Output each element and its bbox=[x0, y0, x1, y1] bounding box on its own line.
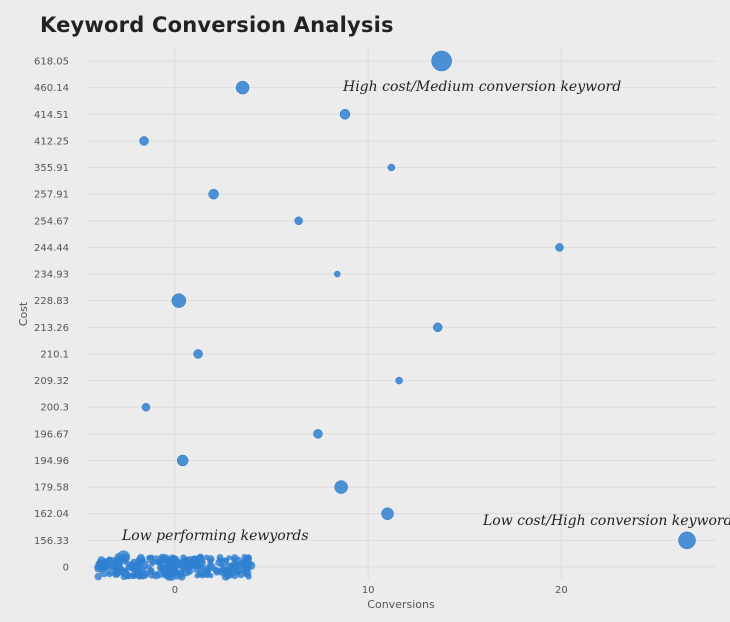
cluster-point bbox=[212, 566, 220, 574]
data-point bbox=[678, 531, 696, 550]
chart-title: Keyword Conversion Analysis bbox=[40, 13, 394, 37]
cluster-point bbox=[194, 573, 200, 579]
data-point bbox=[171, 293, 187, 308]
y-tick-label: 618.05 bbox=[34, 57, 69, 68]
data-point bbox=[235, 80, 250, 95]
y-tick-label: 355.91 bbox=[34, 163, 69, 174]
cluster-point bbox=[226, 555, 232, 561]
cluster-point bbox=[94, 572, 102, 581]
y-tick-labels: 0 156.33 162.04 179.58 194.96 196.67 200.3 209.… bbox=[34, 57, 69, 574]
data-point bbox=[141, 402, 151, 412]
cluster-point bbox=[164, 571, 173, 580]
cluster-point bbox=[243, 565, 251, 573]
cluster-point bbox=[114, 556, 123, 565]
data-point bbox=[395, 376, 403, 385]
data-point bbox=[208, 188, 219, 200]
x-tick-labels: 0 10 20 bbox=[172, 585, 568, 596]
annotation-label: Low cost/High conversion keyword bbox=[482, 513, 730, 529]
y-tick-label: 210.1 bbox=[40, 349, 69, 360]
x-tick-label: 20 bbox=[555, 585, 568, 596]
x-tick-label: 10 bbox=[362, 585, 375, 596]
y-tick-label: 194.96 bbox=[34, 456, 69, 467]
y-tick-label: 460.14 bbox=[34, 83, 69, 94]
cluster-point bbox=[206, 555, 215, 564]
x-tick-label: 0 bbox=[172, 585, 178, 596]
annotations: High cost/Medium conversion keyword Low c… bbox=[121, 79, 730, 544]
y-tick-label: 234.93 bbox=[34, 270, 69, 281]
cluster-point bbox=[125, 572, 133, 580]
y-tick-label: 414.51 bbox=[34, 110, 69, 121]
annotation-label: High cost/Medium conversion keyword bbox=[342, 79, 621, 95]
x-axis-label: Conversions bbox=[367, 598, 435, 611]
cluster-point bbox=[182, 556, 191, 565]
y-tick-label: 412.25 bbox=[34, 136, 69, 147]
data-point bbox=[294, 216, 303, 226]
data-point bbox=[334, 480, 348, 494]
data-point bbox=[193, 349, 203, 359]
cluster-point bbox=[235, 569, 241, 575]
y-tick-label: 156.33 bbox=[34, 536, 69, 547]
data-point bbox=[313, 429, 323, 439]
y-tick-label: 162.04 bbox=[34, 509, 69, 520]
data-point bbox=[339, 109, 351, 120]
cluster-point bbox=[135, 556, 144, 565]
y-tick-label: 200.3 bbox=[40, 403, 69, 414]
y-tick-label: 244.44 bbox=[34, 243, 69, 254]
data-point bbox=[555, 243, 564, 252]
y-tick-label: 209.32 bbox=[34, 376, 69, 387]
cluster-point bbox=[202, 568, 210, 576]
data-point bbox=[139, 136, 149, 146]
cluster-point bbox=[193, 567, 200, 573]
y-tick-label: 257.91 bbox=[34, 190, 69, 201]
cluster-point bbox=[155, 570, 163, 579]
data-point bbox=[432, 322, 443, 333]
cluster-point bbox=[177, 570, 184, 577]
cluster-point bbox=[231, 556, 237, 563]
cluster-point bbox=[245, 573, 252, 580]
cluster-point bbox=[156, 564, 164, 571]
cluster-point bbox=[158, 553, 167, 561]
cluster-point bbox=[147, 570, 156, 579]
cluster-point bbox=[145, 564, 151, 570]
cluster-point bbox=[148, 554, 155, 561]
data-point bbox=[381, 507, 394, 520]
y-tick-label: 179.58 bbox=[34, 483, 69, 494]
y-tick-label: 228.83 bbox=[34, 296, 69, 307]
data-point bbox=[176, 454, 189, 467]
cluster-point bbox=[106, 556, 113, 563]
cluster-point bbox=[179, 563, 188, 572]
data-points bbox=[139, 50, 696, 550]
y-tick-label: 196.67 bbox=[34, 429, 69, 440]
annotation-label: Low performing kewyords bbox=[121, 528, 309, 544]
cluster-point bbox=[135, 568, 144, 578]
cluster-point bbox=[240, 559, 249, 568]
cluster-point bbox=[220, 557, 229, 567]
y-tick-label: 0 bbox=[63, 563, 69, 574]
grid-layer bbox=[88, 48, 716, 580]
cluster-point bbox=[169, 555, 176, 563]
cluster-point bbox=[107, 567, 116, 576]
data-point bbox=[431, 50, 452, 72]
y-tick-label: 213.26 bbox=[34, 323, 69, 334]
cluster-point bbox=[99, 568, 109, 578]
y-tick-label: 254.67 bbox=[34, 216, 69, 227]
low-performing-cluster bbox=[94, 550, 256, 581]
data-point bbox=[387, 163, 396, 172]
data-point bbox=[334, 270, 341, 278]
cluster-point bbox=[225, 570, 234, 579]
cluster-point bbox=[197, 553, 204, 561]
cluster-point bbox=[218, 567, 228, 577]
cluster-point bbox=[186, 567, 194, 575]
cluster-point bbox=[97, 561, 104, 567]
y-axis-label: Cost bbox=[17, 301, 30, 326]
